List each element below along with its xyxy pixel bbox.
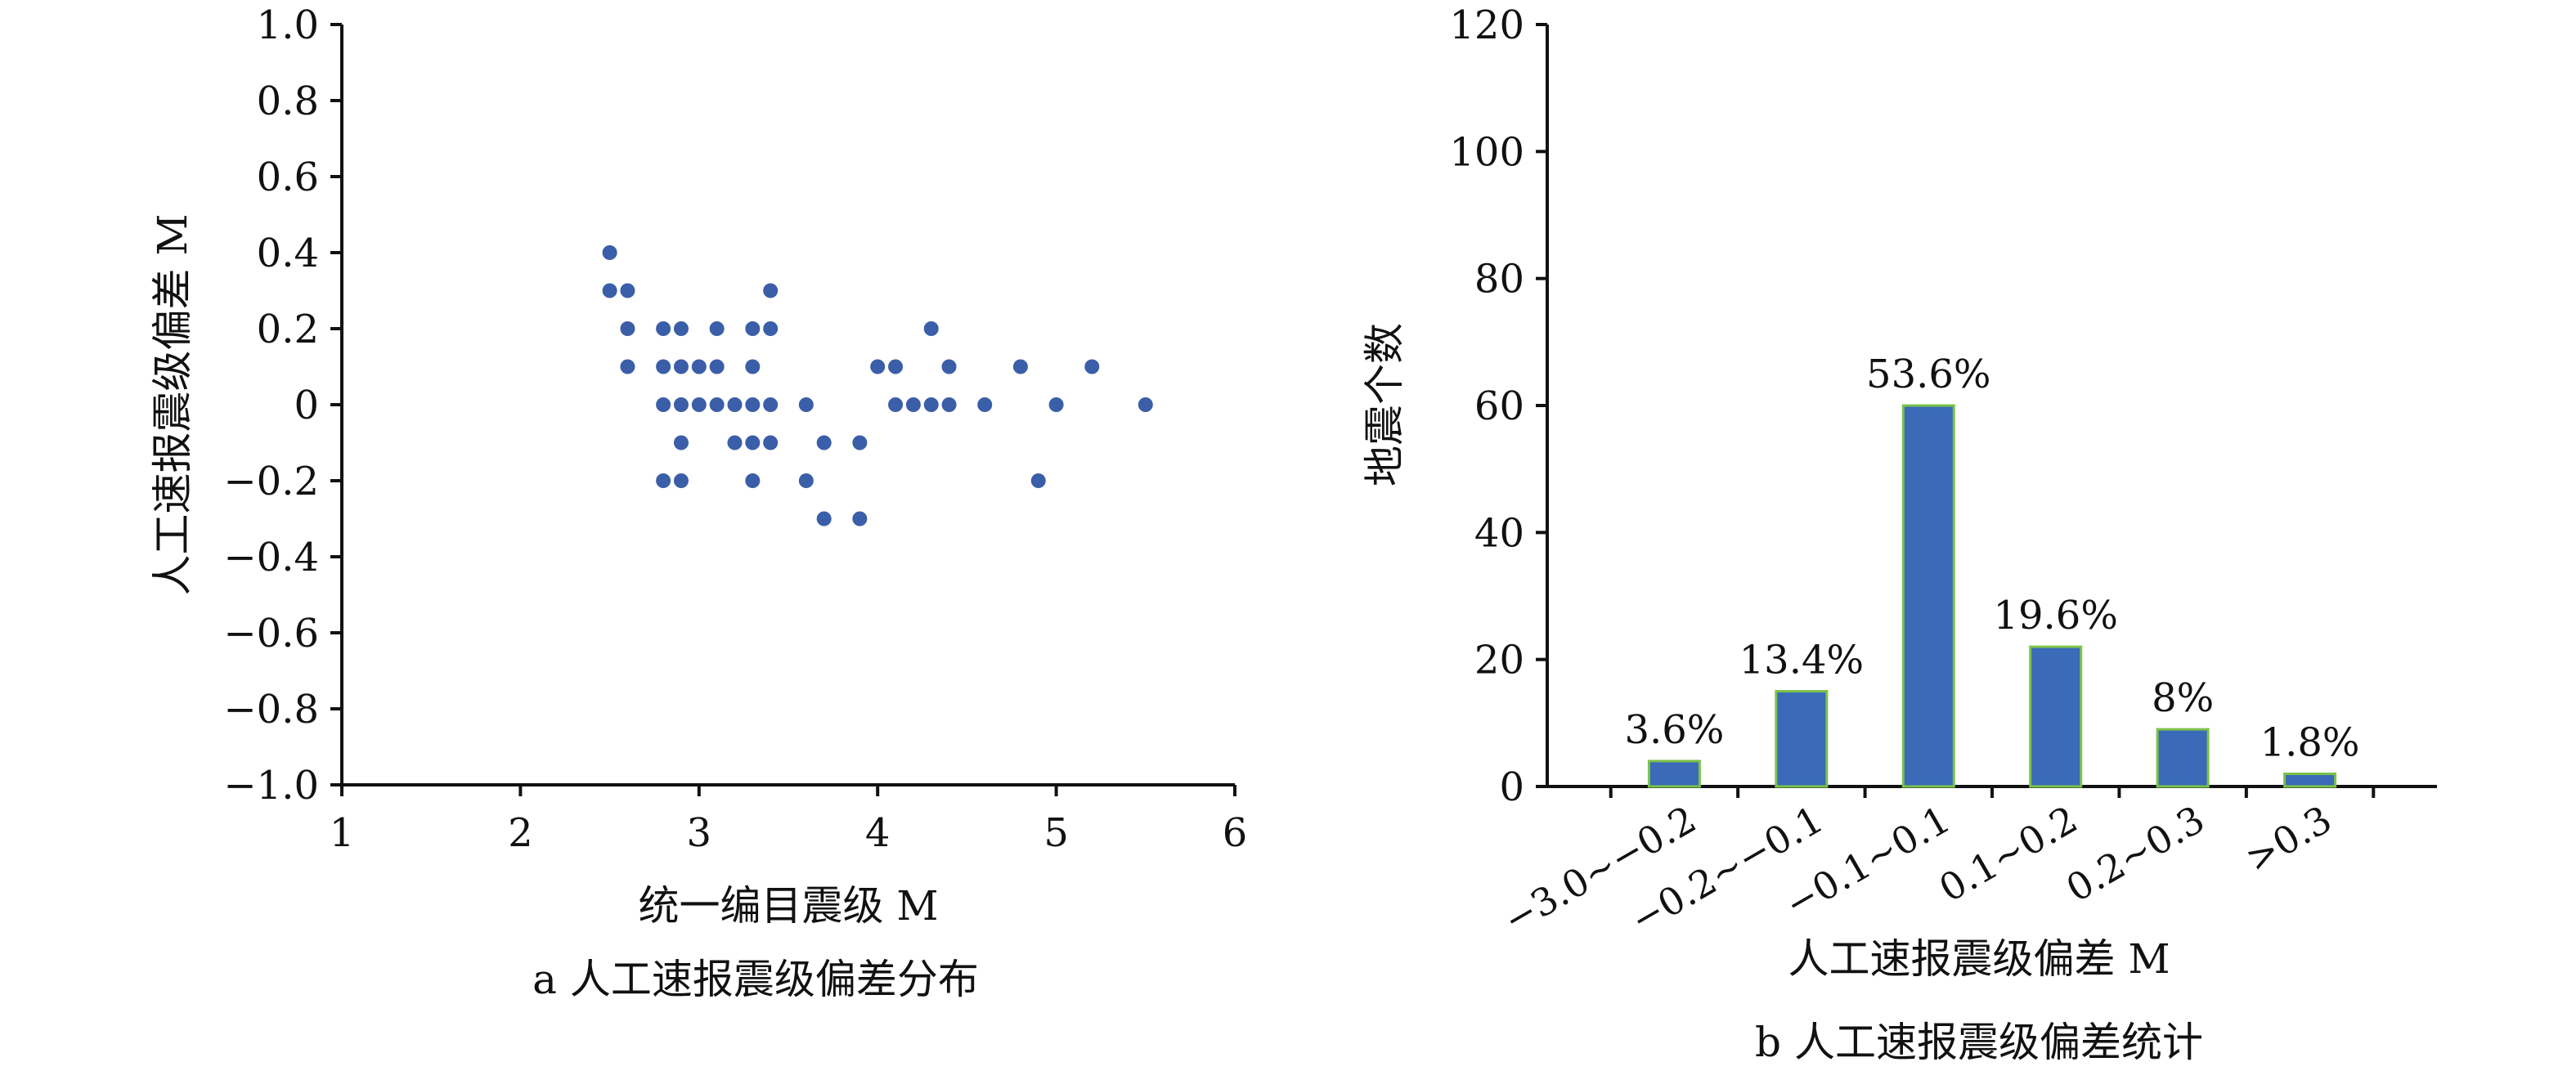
scatter-point xyxy=(888,359,904,374)
scatter-point xyxy=(673,397,689,412)
scatter-point xyxy=(620,283,635,298)
bar-y-tick-label: 120 xyxy=(1449,2,1524,48)
scatter-y-tick-label: 1.0 xyxy=(257,2,319,48)
bar-y-axis-label: 地震个数 xyxy=(1361,323,1408,486)
scatter-point xyxy=(709,359,725,374)
scatter-point xyxy=(763,397,779,412)
scatter-x-axis-label: 统一编目震级 M xyxy=(638,882,938,930)
scatter-point xyxy=(977,397,993,412)
bar xyxy=(2283,772,2337,788)
scatter-point xyxy=(656,473,671,488)
bar xyxy=(1901,404,1955,788)
scatter-y-tick-label: 0.6 xyxy=(257,155,319,200)
scatter-point xyxy=(1138,397,1153,412)
scatter-point xyxy=(888,397,904,412)
bar-y-tick-label: 80 xyxy=(1474,257,1524,302)
bar xyxy=(2029,645,2083,788)
scatter-y-tick-label: 0 xyxy=(294,383,319,428)
scatter-panel: −1.0 −0.8 −0.6 −0.4 −0.2 0 0.2 0.4 0.6 0.8 1.0 1 2 3… xyxy=(149,2,1247,1003)
scatter-point xyxy=(870,359,886,374)
scatter-caption: a 人工速报震级偏差分布 xyxy=(532,956,979,1003)
scatter-y-tick-label: −0.8 xyxy=(223,687,319,733)
scatter-point xyxy=(905,397,921,412)
scatter-point xyxy=(602,283,617,298)
scatter-point xyxy=(602,245,617,260)
scatter-point xyxy=(727,435,743,450)
bar-data-label: 3.6% xyxy=(1624,707,1724,753)
scatter-point xyxy=(745,321,761,336)
bar-category-label: 0.2~0.3 xyxy=(2059,797,2212,911)
scatter-point xyxy=(941,397,957,412)
scatter-point xyxy=(691,359,707,374)
bar-category-label: 0.1~0.2 xyxy=(1932,797,2085,911)
scatter-point xyxy=(656,321,671,336)
bar xyxy=(1647,760,1701,788)
scatter-x-tick-label: 1 xyxy=(330,810,355,856)
scatter-point xyxy=(1048,397,1064,412)
scatter-y-tick-label: 0.4 xyxy=(257,231,319,276)
bar-y-tick-label: 40 xyxy=(1474,510,1524,556)
bar-data-label: 53.6% xyxy=(1866,352,1990,397)
scatter-y-axis-label: 人工速报震级偏差 M xyxy=(149,213,196,595)
scatter-point xyxy=(673,435,689,450)
scatter-point xyxy=(656,397,671,412)
bar-data-label: 13.4% xyxy=(1739,638,1864,683)
scatter-point xyxy=(1030,473,1046,488)
scatter-point xyxy=(763,435,779,450)
bar-caption: b 人工速报震级偏差统计 xyxy=(1755,1019,2203,1066)
scatter-point xyxy=(763,321,779,336)
scatter-point xyxy=(745,397,761,412)
scatter-point xyxy=(852,435,868,450)
scatter-y-tick-label: −0.6 xyxy=(223,611,319,656)
bar-y-tick-label: 100 xyxy=(1449,129,1524,175)
scatter-x-tick-label: 4 xyxy=(865,810,891,856)
scatter-point xyxy=(727,397,743,412)
scatter-y-tick-label: 0.2 xyxy=(257,307,319,352)
scatter-point xyxy=(709,321,725,336)
scatter-point xyxy=(798,397,814,412)
scatter-point xyxy=(691,397,707,412)
bar-category-label: >0.3 xyxy=(2237,797,2339,881)
scatter-point xyxy=(673,473,689,488)
scatter-y-tick-label: 0.8 xyxy=(257,78,319,124)
scatter-point xyxy=(620,321,635,336)
scatter-point xyxy=(745,435,761,450)
scatter-point xyxy=(798,473,814,488)
bar-x-axis-label: 人工速报震级偏差 M xyxy=(1788,935,2170,983)
scatter-point xyxy=(620,359,635,374)
scatter-point xyxy=(673,359,689,374)
scatter-point xyxy=(709,397,725,412)
bar-y-tick-label: 60 xyxy=(1474,383,1524,429)
scatter-point xyxy=(816,435,832,450)
scatter-x-tick-label: 2 xyxy=(508,810,533,856)
scatter-point xyxy=(816,511,832,527)
scatter-y-tick-label: −0.4 xyxy=(223,535,319,580)
scatter-point xyxy=(763,283,779,298)
scatter-point xyxy=(1084,359,1100,374)
scatter-point xyxy=(923,397,939,412)
bar-panel: 0 20 40 60 80 100 120 3.6% 13.4% 53.6% 19.6% 8% 1.8… xyxy=(1361,2,2437,1066)
scatter-y-tick-label: −1.0 xyxy=(223,763,319,809)
bar-data-label: 1.8% xyxy=(2260,719,2360,765)
scatter-x-tick-label: 3 xyxy=(687,810,712,856)
scatter-point xyxy=(852,511,868,527)
bar xyxy=(2156,728,2210,788)
scatter-point xyxy=(745,473,761,488)
scatter-point xyxy=(745,359,761,374)
scatter-y-tick-label: −0.2 xyxy=(223,459,319,504)
scatter-x-tick-label: 5 xyxy=(1043,810,1069,856)
bar-data-label: 19.6% xyxy=(1993,593,2117,639)
bar xyxy=(1775,690,1829,788)
scatter-point xyxy=(923,321,939,336)
bar-data-label: 8% xyxy=(2152,675,2214,721)
scatter-point xyxy=(1012,359,1028,374)
scatter-point xyxy=(941,359,957,374)
scatter-point xyxy=(656,359,671,374)
bar-y-tick-label: 20 xyxy=(1474,638,1524,683)
scatter-point xyxy=(673,321,689,336)
scatter-x-tick-label: 6 xyxy=(1223,810,1248,856)
bar-y-tick-label: 0 xyxy=(1499,764,1524,810)
